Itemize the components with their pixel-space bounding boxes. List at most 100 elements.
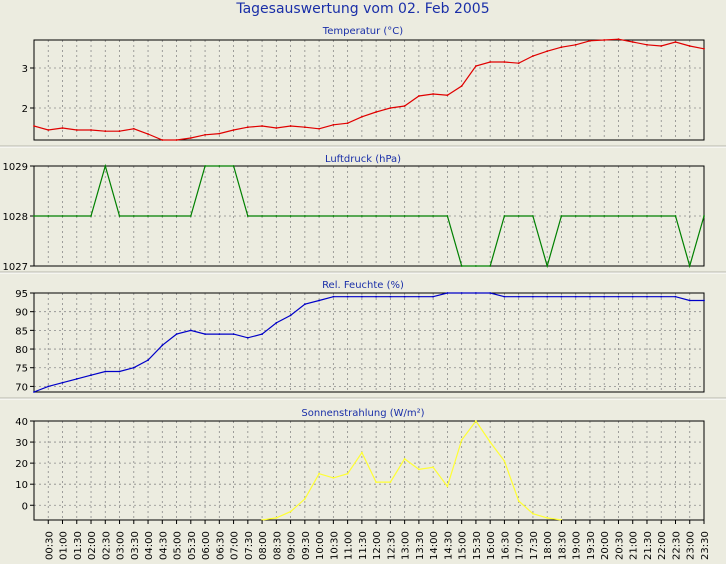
data-point bbox=[261, 125, 263, 127]
data-point bbox=[560, 295, 563, 298]
data-point bbox=[403, 105, 406, 107]
data-point bbox=[33, 125, 35, 127]
data-point bbox=[104, 130, 107, 133]
x-axis-labels: 00:30 01:00 01:30 02:00 02:30 03:00 03:30 04:00… bbox=[44, 520, 711, 560]
data-point bbox=[90, 129, 92, 131]
data-point bbox=[475, 265, 477, 267]
data-point bbox=[161, 215, 164, 217]
chart-panel-pressure: Luftdruck (hPa) 1027 1028 1029 bbox=[3, 154, 705, 273]
data-point bbox=[289, 125, 292, 127]
data-point bbox=[161, 344, 164, 347]
y-tick-label: 80 bbox=[15, 345, 28, 356]
data-point bbox=[674, 41, 677, 43]
data-point bbox=[147, 133, 149, 135]
data-point bbox=[688, 265, 691, 267]
data-point bbox=[532, 512, 534, 515]
data-point bbox=[33, 215, 35, 217]
data-point bbox=[332, 295, 335, 298]
data-point bbox=[631, 215, 634, 217]
data-point bbox=[275, 127, 278, 129]
data-point bbox=[574, 43, 577, 46]
chart-panel-temperature: Temperatur (°C) 2 3 bbox=[22, 26, 705, 141]
data-point bbox=[517, 215, 520, 217]
x-tick-label: 02:30 bbox=[101, 531, 112, 560]
data-point bbox=[517, 62, 520, 65]
y-tick-label: 1029 bbox=[3, 162, 28, 173]
x-tick-label: 10:30 bbox=[329, 531, 340, 560]
x-tick-label: 21:30 bbox=[643, 531, 654, 560]
y-tick-label: 30 bbox=[15, 438, 28, 449]
x-tick-label: 19:30 bbox=[586, 531, 597, 560]
y-tick-label: 40 bbox=[15, 417, 28, 428]
data-point bbox=[503, 460, 506, 462]
y-tick-label: 95 bbox=[15, 289, 28, 300]
data-point bbox=[289, 314, 292, 317]
data-point bbox=[603, 215, 606, 217]
data-point bbox=[61, 215, 64, 217]
x-tick-label: 00:30 bbox=[44, 531, 55, 560]
x-tick-label: 09:00 bbox=[287, 531, 298, 560]
data-point bbox=[304, 498, 306, 500]
data-point bbox=[517, 295, 520, 298]
data-point bbox=[275, 517, 278, 519]
data-point bbox=[275, 215, 278, 217]
data-point bbox=[489, 441, 492, 443]
page-title: Tagesauswertung vom 02. Feb 2005 bbox=[236, 1, 490, 17]
data-point bbox=[61, 127, 64, 129]
data-point bbox=[631, 41, 634, 43]
data-point bbox=[432, 215, 434, 217]
y-tick-label: 10 bbox=[15, 480, 28, 491]
data-point bbox=[574, 295, 577, 298]
data-point bbox=[346, 215, 349, 217]
data-point bbox=[318, 215, 320, 217]
x-tick-label: 16:30 bbox=[500, 531, 511, 560]
data-point bbox=[232, 129, 235, 131]
data-point bbox=[389, 107, 392, 109]
data-point bbox=[389, 295, 392, 298]
data-point bbox=[132, 366, 135, 369]
x-tick-label: 09:30 bbox=[301, 531, 312, 560]
x-tick-label: 13:00 bbox=[401, 531, 412, 560]
data-point bbox=[503, 61, 506, 63]
x-tick-label: 12:00 bbox=[372, 531, 383, 560]
data-point bbox=[489, 292, 492, 294]
data-point bbox=[489, 265, 492, 267]
data-point bbox=[475, 420, 477, 422]
data-point bbox=[546, 50, 549, 53]
data-point bbox=[104, 370, 107, 373]
y-tick-label: 20 bbox=[15, 459, 28, 470]
data-point bbox=[346, 472, 349, 475]
data-point bbox=[289, 215, 292, 217]
plot-frame bbox=[33, 292, 705, 393]
y-tick-label: 0 bbox=[22, 501, 28, 512]
data-point bbox=[688, 45, 691, 47]
panel-title: Rel. Feuchte (%) bbox=[322, 280, 404, 291]
x-tick-label: 07:00 bbox=[230, 531, 241, 560]
x-tick-label: 14:30 bbox=[443, 531, 454, 560]
data-point bbox=[189, 329, 192, 332]
data-point bbox=[47, 215, 50, 217]
data-point bbox=[204, 165, 207, 167]
y-tick-label: 70 bbox=[15, 382, 28, 393]
data-point bbox=[617, 295, 620, 298]
x-tick-label: 17:30 bbox=[529, 531, 540, 560]
x-tick-label: 04:30 bbox=[158, 531, 169, 560]
data-point bbox=[475, 65, 477, 67]
x-tick-label: 07:30 bbox=[244, 531, 255, 560]
data-point bbox=[574, 215, 577, 217]
x-tick-label: 15:30 bbox=[472, 531, 483, 560]
data-point bbox=[560, 46, 563, 49]
data-point bbox=[61, 381, 64, 384]
chart-panel-radiation: Sonnenstrahlung (W/m²) 0 10 20 30 40 bbox=[15, 408, 705, 521]
data-point bbox=[232, 165, 235, 167]
data-point bbox=[375, 215, 377, 217]
x-tick-label: 19:00 bbox=[572, 531, 583, 560]
data-point bbox=[660, 45, 663, 47]
data-point bbox=[589, 295, 591, 298]
data-point bbox=[218, 333, 221, 335]
series-line-radiation bbox=[262, 419, 562, 521]
data-point bbox=[218, 132, 221, 135]
data-point bbox=[532, 215, 534, 217]
data-point bbox=[304, 126, 306, 129]
